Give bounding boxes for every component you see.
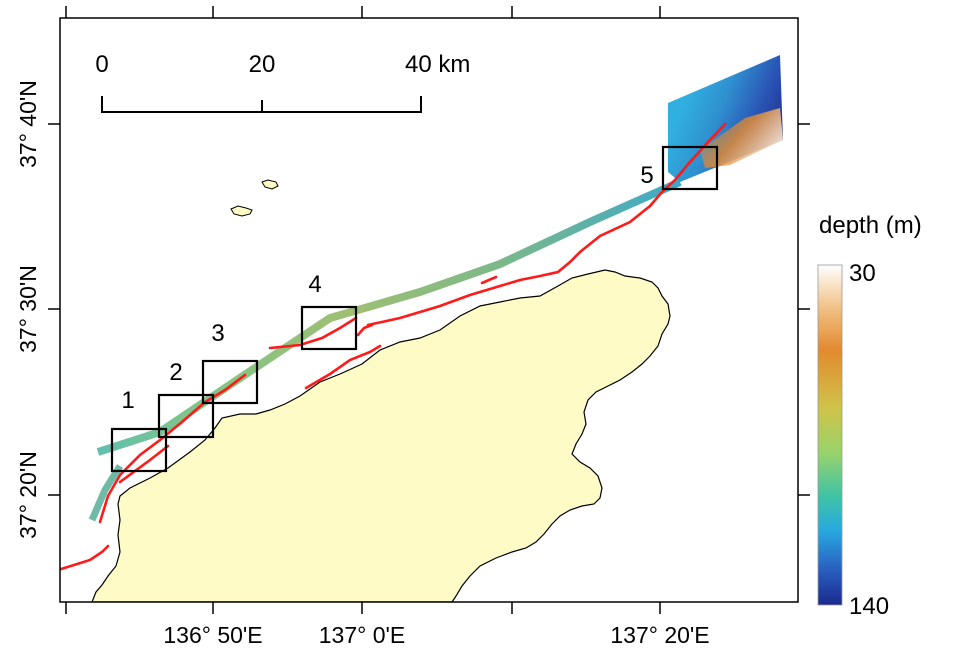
survey-track bbox=[96, 178, 682, 456]
study-box-label-1: 1 bbox=[121, 387, 134, 414]
map-frame bbox=[59, 17, 799, 603]
fault-south-offshore bbox=[304, 344, 382, 390]
lon-label-136-50: 136° 50'E bbox=[163, 622, 262, 648]
fault-west bbox=[118, 444, 170, 484]
fault-short-segment bbox=[480, 275, 498, 285]
study-boxes bbox=[110, 145, 719, 473]
fault-central bbox=[366, 122, 727, 327]
lon-label-137-20: 137° 20'E bbox=[610, 622, 709, 648]
map-content bbox=[60, 55, 783, 602]
axis-ticks bbox=[48, 6, 810, 614]
scale-bar: 0 20 40 km bbox=[95, 51, 470, 113]
legend-min-label: 30 bbox=[849, 260, 876, 287]
lat-label-30: 37° 30'N bbox=[15, 265, 41, 353]
noto-peninsula-land bbox=[91, 269, 671, 602]
study-box-label-4: 4 bbox=[308, 271, 321, 298]
island-2 bbox=[230, 205, 253, 217]
study-box-2[interactable] bbox=[157, 393, 215, 439]
study-box-label-5: 5 bbox=[640, 162, 653, 189]
scale-label-20: 20 bbox=[249, 51, 276, 78]
lat-label-40: 37° 40'N bbox=[15, 80, 41, 168]
swath-shallow-zone bbox=[700, 108, 783, 168]
scale-label-0: 0 bbox=[95, 51, 108, 78]
study-box-1[interactable] bbox=[110, 427, 168, 473]
survey-track-southwest bbox=[88, 464, 123, 522]
lat-label-20: 37° 20'N bbox=[15, 451, 41, 539]
fault-4-branch bbox=[356, 323, 374, 337]
scale-label-40: 40 km bbox=[405, 51, 470, 78]
legend-colorbar bbox=[817, 264, 843, 606]
island-1 bbox=[261, 179, 279, 190]
lon-label-137-0: 137° 0'E bbox=[319, 622, 406, 648]
study-box-5[interactable] bbox=[661, 145, 719, 191]
study-box-label-3: 3 bbox=[211, 320, 224, 347]
study-box-label-2: 2 bbox=[169, 359, 182, 386]
legend-max-label: 140 bbox=[849, 593, 889, 620]
legend-title: depth (m) bbox=[819, 212, 922, 239]
fault-4-segment bbox=[268, 316, 358, 350]
fault-traces bbox=[60, 122, 727, 571]
fault-sw-end bbox=[60, 544, 110, 571]
fault-main bbox=[98, 373, 247, 524]
depth-legend: depth (m) 30 140 bbox=[817, 212, 922, 620]
study-box-3[interactable] bbox=[201, 359, 259, 405]
study-box-4[interactable] bbox=[300, 305, 358, 351]
